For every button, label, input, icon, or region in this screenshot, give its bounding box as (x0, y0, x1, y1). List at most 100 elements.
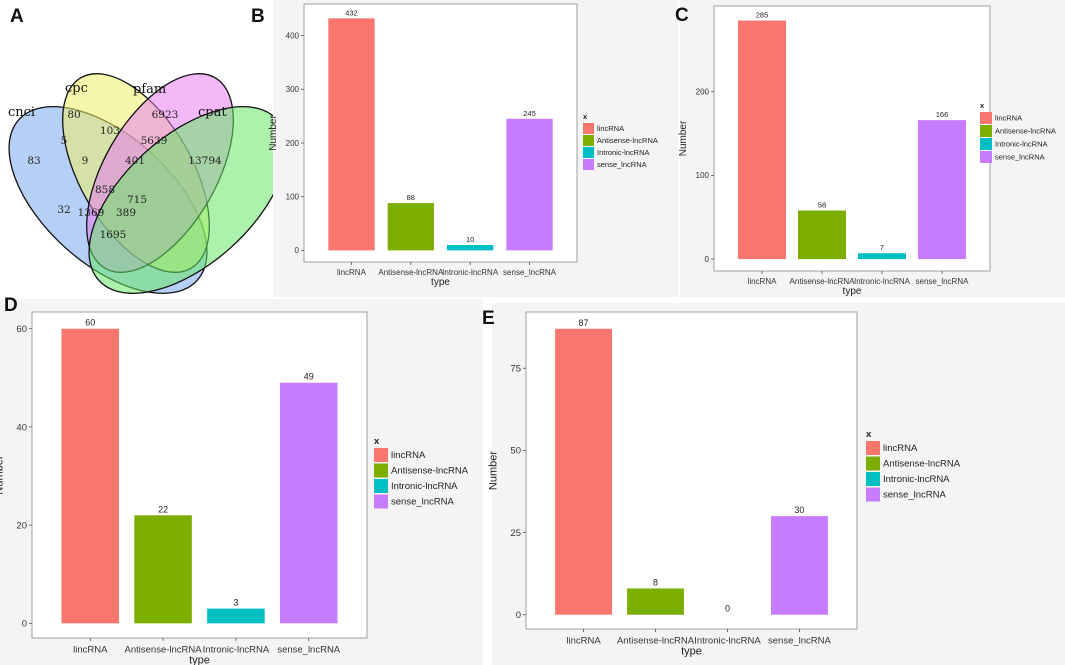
bar-b-0 (328, 18, 375, 251)
venn-region-cnci-cpc-cpat: 389 (116, 207, 136, 219)
data-label: 58 (818, 201, 826, 210)
legend-label: lincRNA (391, 450, 426, 461)
legend-label: Antisense-lncRNA (597, 136, 658, 145)
venn-region-all: 858 (95, 184, 115, 196)
legend-key-3 (374, 494, 388, 509)
x-axis-title: type (431, 277, 450, 288)
y-axis-title: Number (268, 115, 279, 151)
venn-region-cpat-only: 13794 (188, 155, 222, 167)
x-tick-label: sense_lncRNA (916, 277, 970, 286)
venn-sets (8, 73, 288, 294)
legend-key-0 (374, 448, 388, 462)
data-label: 60 (85, 318, 95, 328)
chart-c: C 0 100 200 285 lincRNA 58 Antisense-lncRNA 7 Int… (675, 0, 1065, 297)
bar-b-3 (506, 118, 553, 251)
legend-label: Antisense-lncRNA (995, 127, 1056, 136)
data-label: 30 (794, 505, 804, 515)
panel-letter-e: E (482, 308, 495, 329)
venn-label-pfam: pfam (133, 82, 166, 97)
legend-label: lincRNA (597, 124, 624, 133)
bar-c-2 (858, 253, 906, 260)
legend-key-1 (583, 135, 594, 146)
y-axis-title: Number (678, 120, 689, 156)
x-tick-label: lincRNA (566, 636, 601, 647)
x-axis-title: type (843, 286, 862, 297)
x-tick-label: Antisense-lncRNA (378, 268, 444, 277)
x-tick-label: Intronic-lncRNA (203, 645, 270, 656)
legend-key-2 (980, 138, 992, 150)
legend-label: Antisense-lncRNA (883, 459, 961, 470)
chart-e: E 0 25 50 75 87 lincRNA 8 Antisense-lncRNA 0 Intro… (482, 303, 1065, 665)
y-tick-label: 400 (286, 31, 300, 40)
x-axis-title: type (189, 655, 210, 665)
legend-key-3 (583, 159, 594, 170)
legend-label: sense_lncRNA (995, 153, 1045, 162)
legend-label: lincRNA (995, 114, 1022, 123)
y-tick-label: 20 (16, 520, 27, 531)
legend-e: x lincRNA Antisense-lncRNA Intronic-lncRNA s… (866, 429, 961, 502)
bar-c-0 (738, 20, 786, 260)
legend-key-0 (980, 112, 992, 124)
data-label: 0 (725, 604, 730, 614)
venn-label-cnci: cnci (8, 105, 35, 120)
x-tick-label: lincRNA (337, 268, 367, 277)
x-axis-title: type (681, 646, 702, 658)
x-tick-label: sense_lncRNA (503, 268, 557, 277)
legend-key-2 (583, 147, 594, 158)
venn-region-cpc-cpat: 715 (127, 194, 147, 206)
panel-letter-d: D (4, 295, 18, 316)
legend-label: Intronic-lncRNA (391, 481, 458, 492)
bar-c-1 (798, 210, 846, 260)
x-tick-label: sense_lncRNA (277, 645, 340, 656)
legend-d: x lincRNA Antisense-lncRNA Intronic-lncRNA s… (374, 436, 469, 509)
venn-region-cnci-cpc: 5 (61, 135, 68, 147)
x-tick-label: Antisense-lncRNA (125, 645, 203, 656)
y-tick-label: 0 (295, 246, 300, 255)
venn-region-pfam-cpat: 5639 (141, 135, 168, 147)
legend-label: Intronic-lncRNA (883, 474, 950, 485)
bar-e-0 (555, 328, 612, 615)
x-tick-label: Intronic-lncRNA (854, 277, 911, 286)
y-tick-label: 100 (696, 171, 710, 180)
venn-region-cpc-pfam-cpat: 401 (125, 155, 145, 167)
legend-key-1 (866, 456, 880, 471)
legend-title: x (980, 101, 985, 110)
legend-key-3 (980, 151, 992, 163)
bar-b-1 (387, 203, 434, 251)
chart-d: D 0 20 40 60 60 lincRNA 22 Antisense-lncRNA 3 Intr… (0, 295, 483, 665)
legend-label: sense_lncRNA (883, 490, 946, 501)
legend-key-2 (374, 479, 388, 493)
x-tick-label: lincRNA (748, 277, 778, 286)
data-label: 10 (466, 235, 474, 244)
legend-label: sense_lncRNA (597, 160, 647, 169)
data-label: 87 (579, 318, 589, 328)
bar-b-2 (447, 245, 494, 251)
venn-diagram: A cnci cpc pfam cpat 83 80 6923 13794 5 … (8, 6, 288, 294)
y-tick-label: 75 (510, 364, 521, 375)
legend-title: x (374, 436, 380, 447)
bar-d-1 (134, 515, 192, 624)
venn-region-cnci-pfam-cpat: 1369 (78, 207, 105, 219)
legend-key-3 (866, 487, 880, 502)
venn-label-cpc: cpc (65, 81, 88, 96)
y-tick-label: 40 (16, 422, 27, 433)
data-label: 245 (523, 109, 536, 118)
legend-c: x lincRNA Antisense-lncRNA Intronic-lncRNA s… (980, 101, 1056, 163)
chart-b: B 0 100 200 300 400 432 lincRNA 88 Antisense-lncR… (251, 0, 678, 297)
legend-key-1 (980, 125, 992, 137)
legend-title: x (583, 112, 588, 121)
y-tick-label: 200 (696, 87, 710, 96)
y-axis-title: Number (488, 451, 500, 490)
data-label: 8 (653, 577, 658, 587)
x-tick-label: Intronic-lncRNA (442, 268, 499, 277)
legend-key-2 (866, 472, 880, 486)
panel-letter-c: C (675, 5, 689, 26)
legend-b: x lincRNA Antisense-lncRNA Intronic-lncRNA s… (583, 112, 658, 170)
panel-letter-a: A (10, 6, 24, 27)
y-tick-label: 50 (510, 446, 521, 457)
y-tick-label: 0 (516, 610, 521, 621)
x-tick-label: sense_lncRNA (768, 636, 831, 647)
y-tick-label: 100 (286, 192, 300, 201)
